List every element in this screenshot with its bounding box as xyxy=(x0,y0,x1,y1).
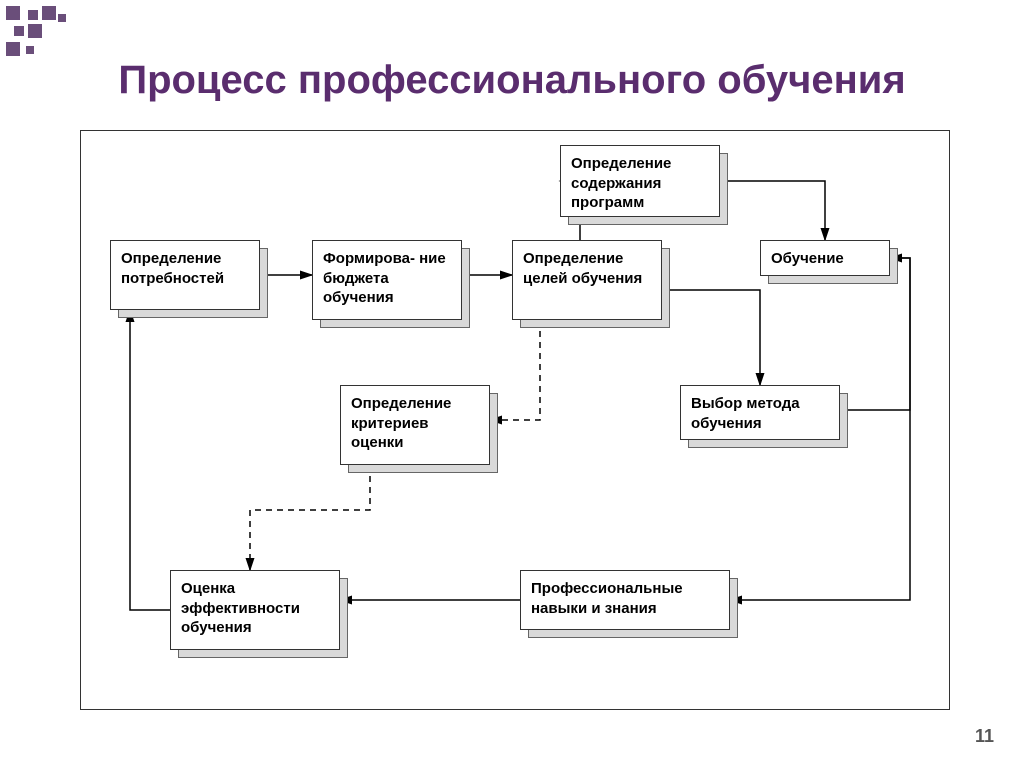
flowchart-node-label: Выбор метода обучения xyxy=(680,385,840,440)
flowchart-node-n6: Определение критериев оценки xyxy=(340,385,490,465)
flowchart-node-n4: Определение содержания программ xyxy=(560,145,720,217)
corner-decoration xyxy=(6,6,86,66)
flowchart-node-n7: Выбор метода обучения xyxy=(680,385,840,440)
flowchart-diagram: Определение потребностей Формирова- ние б… xyxy=(80,130,950,710)
flowchart-node-label: Определение целей обучения xyxy=(512,240,662,320)
page-number: 11 xyxy=(975,726,994,747)
flowchart-node-label: Обучение xyxy=(760,240,890,276)
flowchart-node-n3: Определение целей обучения xyxy=(512,240,662,320)
flowchart-node-label: Определение потребностей xyxy=(110,240,260,310)
flowchart-node-n1: Определение потребностей xyxy=(110,240,260,310)
flowchart-node-n2: Формирова- ние бюджета обучения xyxy=(312,240,462,320)
flowchart-node-label: Профессиональные навыки и знания xyxy=(520,570,730,630)
flowchart-node-n8: Оценка эффективности обучения xyxy=(170,570,340,650)
flowchart-node-label: Определение критериев оценки xyxy=(340,385,490,465)
page-title: Процесс профессионального обучения xyxy=(0,58,1024,103)
flowchart-node-label: Определение содержания программ xyxy=(560,145,720,217)
flowchart-node-label: Формирова- ние бюджета обучения xyxy=(312,240,462,320)
flowchart-node-n5: Обучение xyxy=(760,240,890,276)
flowchart-node-label: Оценка эффективности обучения xyxy=(170,570,340,650)
flowchart-node-n9: Профессиональные навыки и знания xyxy=(520,570,730,630)
